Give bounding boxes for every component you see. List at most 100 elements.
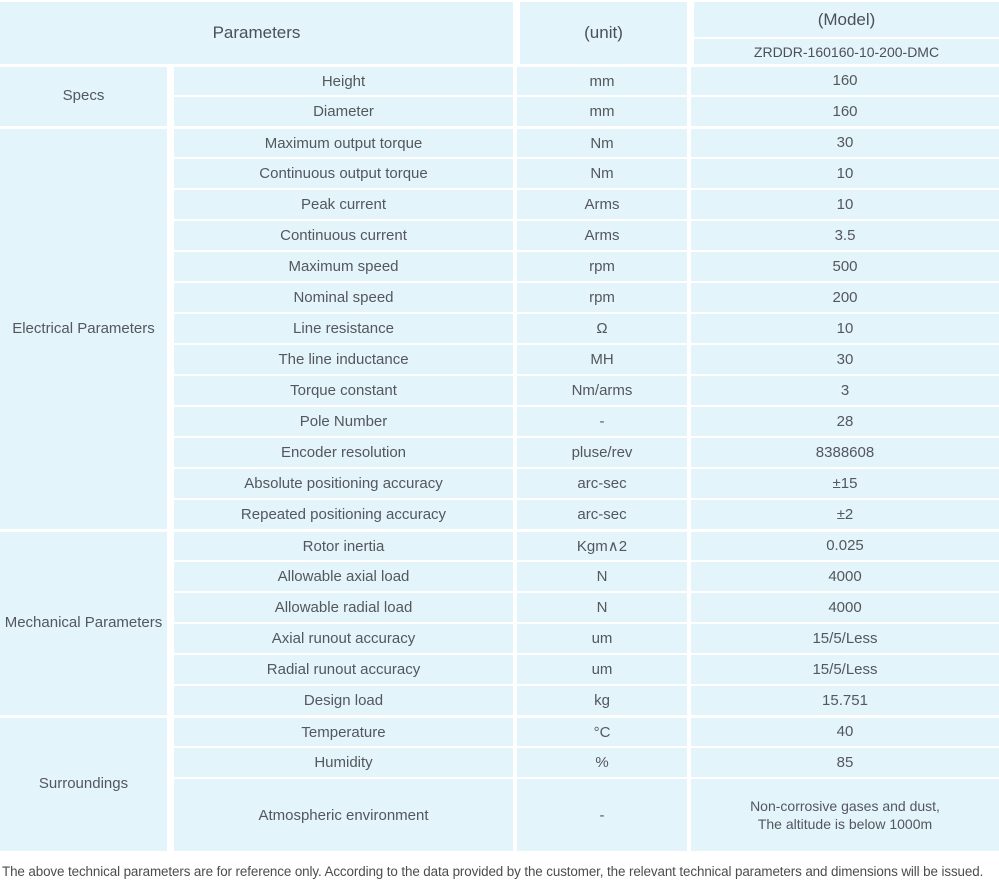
unit-cell: Arms <box>513 188 687 219</box>
value-cell: ±15 <box>687 467 999 498</box>
param-cell: Repeated positioning accuracy <box>167 498 513 529</box>
param-cell: Encoder resolution <box>167 436 513 467</box>
table-row: Continuous output torque Nm 10 <box>0 157 999 188</box>
value-cell: 15.751 <box>687 684 999 715</box>
value-cell: Non-corrosive gases and dust, The altitu… <box>687 777 999 851</box>
value-cell: 30 <box>687 126 999 157</box>
unit-cell: N <box>513 560 687 591</box>
param-cell: Radial runout accuracy <box>167 653 513 684</box>
param-cell: Diameter <box>167 95 513 126</box>
value-cell: 3.5 <box>687 219 999 250</box>
header-model-number: ZRDDR-160160-10-200-DMC <box>687 37 999 64</box>
unit-cell: Ω <box>513 312 687 343</box>
table-row: Torque constant Nm/arms 3 <box>0 374 999 405</box>
unit-cell: mm <box>513 64 687 95</box>
unit-cell: um <box>513 653 687 684</box>
unit-cell: pluse/rev <box>513 436 687 467</box>
param-cell: Continuous output torque <box>167 157 513 188</box>
table-row: Radial runout accuracy um 15/5/Less <box>0 653 999 684</box>
table-row: Mechanical Parameters Rotor inertia Kgm∧… <box>0 529 999 715</box>
param-cell: Pole Number <box>167 405 513 436</box>
footnote: The above technical parameters are for r… <box>2 864 984 879</box>
header-model: (Model) <box>687 2 999 37</box>
unit-cell: rpm <box>513 250 687 281</box>
unit-cell: Nm <box>513 126 687 157</box>
unit-cell: rpm <box>513 281 687 312</box>
value-cell: 160 <box>687 64 999 95</box>
table-row: Allowable axial load N 4000 <box>0 560 999 591</box>
value-cell: ±2 <box>687 498 999 529</box>
spec-table: Parameters (unit) (Model) ZRDDR-160160-1… <box>0 2 999 851</box>
table-row: Encoder resolution pluse/rev 8388608 <box>0 436 999 467</box>
value-cell: 8388608 <box>687 436 999 467</box>
param-cell: Axial runout accuracy <box>167 622 513 653</box>
value-cell: 10 <box>687 157 999 188</box>
value-cell: 30 <box>687 343 999 374</box>
unit-cell: um <box>513 622 687 653</box>
table-row: Electrical Parameters Maximum output tor… <box>0 126 999 529</box>
table-row: Surroundings Temperature °C 40 <box>0 715 999 851</box>
group-cell-mechanical-parameters: Mechanical Parameters <box>0 529 167 715</box>
unit-cell: Nm/arms <box>513 374 687 405</box>
param-cell: Design load <box>167 684 513 715</box>
param-cell: Atmospheric environment <box>167 777 513 851</box>
param-cell: Nominal speed <box>167 281 513 312</box>
group-cell-electrical-parameters: Electrical Parameters <box>0 126 167 529</box>
unit-cell: arc-sec <box>513 498 687 529</box>
table-row: Nominal speed rpm 200 <box>0 281 999 312</box>
param-cell: Torque constant <box>167 374 513 405</box>
unit-cell: mm <box>513 95 687 126</box>
group-cell-surroundings: Surroundings <box>0 715 167 851</box>
param-cell: Height <box>167 64 513 95</box>
value-cell: 3 <box>687 374 999 405</box>
unit-cell: - <box>513 777 687 851</box>
value-cell: 15/5/Less <box>687 653 999 684</box>
value-cell: 0.025 <box>687 529 999 560</box>
value-cell: 160 <box>687 95 999 126</box>
value-cell: 40 <box>687 715 999 746</box>
table-row: Atmospheric environment - Non-corrosive … <box>0 777 999 851</box>
table-row: Peak current Arms 10 <box>0 188 999 219</box>
table-row: Maximum speed rpm 500 <box>0 250 999 281</box>
table-row: Diameter mm 160 <box>0 95 999 126</box>
value-cell: 10 <box>687 312 999 343</box>
table-row: Humidity % 85 <box>0 746 999 777</box>
param-cell: Absolute positioning accuracy <box>167 467 513 498</box>
table-row: Absolute positioning accuracy arc-sec ±1… <box>0 467 999 498</box>
value-cell: 28 <box>687 405 999 436</box>
unit-cell: kg <box>513 684 687 715</box>
table-row: Allowable radial load N 4000 <box>0 591 999 622</box>
value-cell: 500 <box>687 250 999 281</box>
param-cell: Continuous current <box>167 219 513 250</box>
value-cell: 4000 <box>687 591 999 622</box>
table-row: Continuous current Arms 3.5 <box>0 219 999 250</box>
param-cell: Line resistance <box>167 312 513 343</box>
param-cell: Maximum output torque <box>167 126 513 157</box>
table-row: Specs Height mm 160 <box>0 64 999 126</box>
param-cell: Rotor inertia <box>167 529 513 560</box>
table-row: Axial runout accuracy um 15/5/Less <box>0 622 999 653</box>
unit-cell: % <box>513 746 687 777</box>
table-row: Pole Number - 28 <box>0 405 999 436</box>
table-row: Design load kg 15.751 <box>0 684 999 715</box>
group-cell-specs: Specs <box>0 64 167 126</box>
param-cell: Temperature <box>167 715 513 746</box>
param-cell: Maximum speed <box>167 250 513 281</box>
unit-cell: arc-sec <box>513 467 687 498</box>
value-cell: 200 <box>687 281 999 312</box>
value-cell: 4000 <box>687 560 999 591</box>
unit-cell: Nm <box>513 157 687 188</box>
table-row: The line inductance MH 30 <box>0 343 999 374</box>
param-cell: Allowable axial load <box>167 560 513 591</box>
header-unit: (unit) <box>513 2 687 64</box>
unit-cell: °C <box>513 715 687 746</box>
param-cell: The line inductance <box>167 343 513 374</box>
unit-cell: Arms <box>513 219 687 250</box>
unit-cell: - <box>513 405 687 436</box>
table-row: Repeated positioning accuracy arc-sec ±2 <box>0 498 999 529</box>
param-cell: Humidity <box>167 746 513 777</box>
unit-cell: MH <box>513 343 687 374</box>
value-cell: 85 <box>687 746 999 777</box>
table-row: Line resistance Ω 10 <box>0 312 999 343</box>
